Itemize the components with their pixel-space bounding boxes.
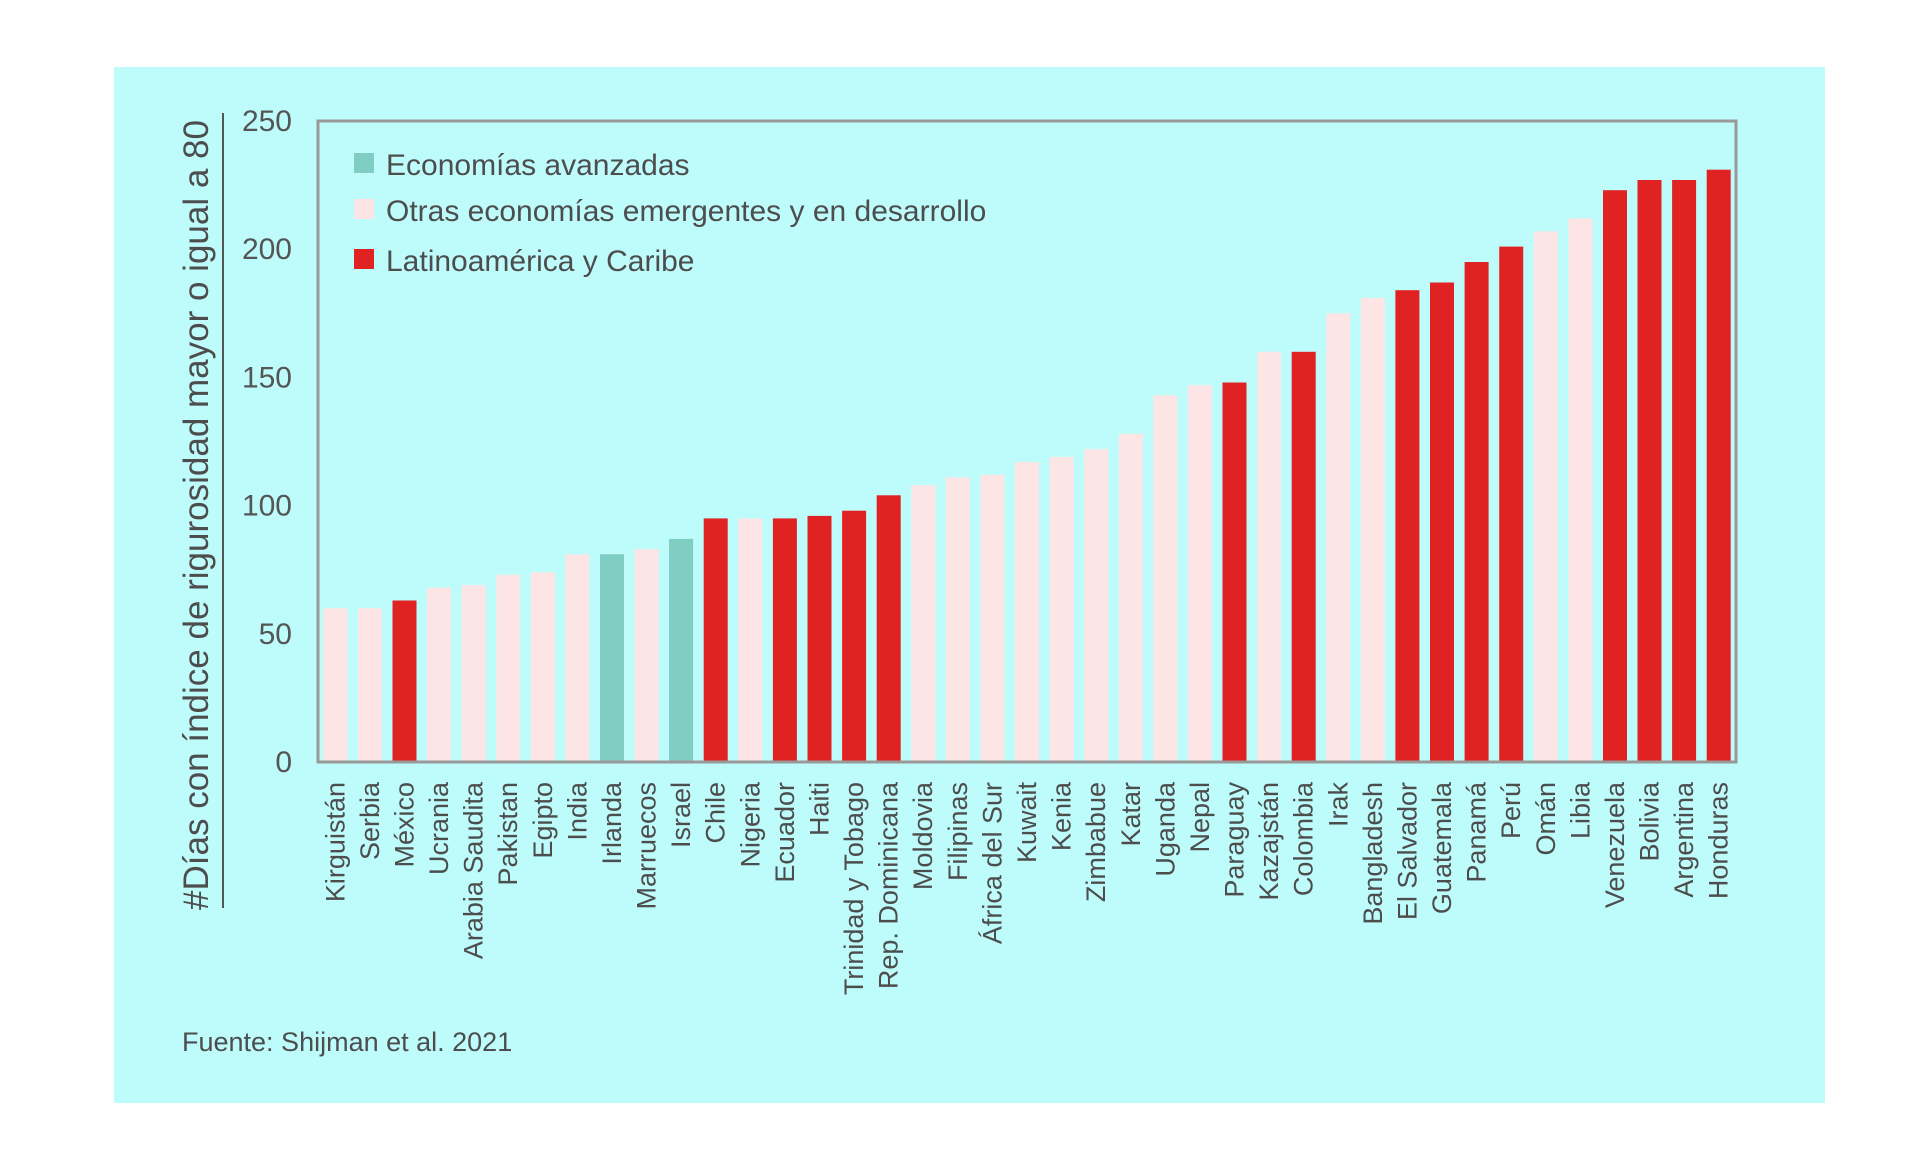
x-tick-label: Arabia Saudita (459, 781, 489, 959)
legend-swatch (354, 249, 374, 269)
y-tick-label: 200 (242, 233, 292, 266)
y-tick-label: 50 (259, 618, 292, 651)
y-tick-label: 100 (242, 490, 292, 523)
bar (980, 474, 1005, 762)
bar (1637, 180, 1662, 762)
x-tick-label: Marruecos (632, 782, 662, 910)
x-tick-label: Israel (666, 782, 696, 848)
x-tick-label: Uganda (1150, 781, 1180, 877)
bar (1672, 180, 1697, 762)
x-tick-label: Venezuela (1600, 781, 1630, 908)
bar (461, 585, 486, 762)
x-tick-label: Nigeria (735, 781, 765, 868)
y-tick-label: 0 (275, 746, 292, 779)
bar (1430, 282, 1454, 762)
bar (703, 518, 728, 762)
x-tick-label: Chile (701, 782, 731, 844)
x-tick-label: Kazajstán (1254, 782, 1284, 901)
bar (1395, 290, 1420, 762)
x-tick-label: Pakistan (493, 782, 523, 886)
bar (1533, 231, 1558, 763)
x-tick-label: Egipto (528, 782, 558, 859)
x-tick-label: Omán (1531, 782, 1561, 856)
legend-swatch (354, 153, 374, 173)
x-tick-label: Zimbabue (1081, 782, 1111, 902)
bar (1291, 351, 1316, 762)
bar (1706, 169, 1731, 762)
legend-label: Latinoamérica y Caribe (386, 245, 694, 278)
legend-label: Otras economías emergentes y en desarrol… (386, 195, 986, 228)
bar (1464, 262, 1489, 762)
bar (911, 485, 936, 762)
x-tick-label: Trinidad y Tobago (839, 782, 869, 995)
x-tick-label: Colombia (1289, 781, 1319, 896)
y-tick-label: 250 (242, 105, 292, 138)
source-note: Fuente: Shijman et al. 2021 (182, 1027, 513, 1057)
x-tick-label: Moldovia (908, 781, 938, 890)
legend-label: Economías avanzadas (386, 149, 690, 182)
bar (1153, 395, 1178, 762)
x-tick-label: Honduras (1704, 782, 1734, 899)
bar (1222, 382, 1247, 762)
bar (738, 518, 763, 762)
x-tick-label: Bangladesh (1358, 782, 1388, 925)
x-tick-label: Paraguay (1220, 782, 1250, 898)
x-tick-label: Panamá (1462, 781, 1492, 883)
bar (842, 510, 867, 762)
bar (1499, 246, 1524, 763)
bar (1568, 218, 1593, 762)
x-tick-label: Kuwait (1012, 782, 1042, 864)
x-tick-label: El Salvador (1392, 782, 1422, 920)
bar (669, 538, 694, 762)
bar (945, 477, 970, 762)
x-tick-label: Filipinas (943, 782, 973, 881)
x-tick-label: Serbia (355, 781, 385, 860)
x-tick-label: Libia (1565, 781, 1595, 839)
x-tick-label: Kenia (1047, 781, 1077, 851)
x-tick-label: México (390, 782, 420, 868)
x-tick-label: Ecuador (770, 782, 800, 883)
bar (427, 587, 451, 762)
bar (600, 554, 624, 762)
bar (807, 515, 832, 762)
bar (565, 554, 590, 762)
legend-swatch (354, 199, 374, 219)
bar (530, 572, 555, 762)
x-tick-label: India (562, 781, 592, 841)
x-tick-label: Bolivia (1635, 781, 1665, 862)
bar (772, 518, 797, 762)
x-tick-label: Kirguistán (320, 782, 350, 902)
x-tick-label: Ucrania (424, 781, 454, 875)
x-tick-label: Irlanda (597, 781, 627, 865)
x-tick-label: Rep. Dominicana (874, 781, 904, 989)
bar (634, 549, 659, 762)
x-tick-label: África del Sur (977, 782, 1007, 944)
bar (1257, 351, 1282, 762)
x-tick-label: Irak (1323, 782, 1353, 828)
x-tick-label: Haiti (805, 782, 835, 836)
bar (323, 608, 348, 762)
y-axis-label: #Días con índice de rigurosidad mayor o … (177, 120, 216, 910)
bar (876, 495, 901, 762)
bar (1049, 456, 1074, 762)
bar (1084, 449, 1109, 762)
bar (1360, 297, 1385, 762)
bar (1603, 190, 1627, 762)
x-tick-label: Guatemala (1427, 781, 1457, 914)
bar (357, 608, 382, 762)
x-tick-label: Perú (1496, 782, 1526, 839)
bar (1326, 313, 1351, 762)
bar (392, 600, 417, 762)
x-tick-label: Argentina (1669, 781, 1699, 898)
x-tick-label: Nepal (1185, 782, 1215, 853)
plot-frame (316, 119, 1738, 764)
x-tick-label: Katar (1116, 782, 1146, 847)
y-tick-label: 150 (242, 361, 292, 394)
bar (1118, 433, 1143, 762)
bar (1015, 462, 1039, 762)
bar (1187, 385, 1212, 762)
bar (496, 574, 521, 762)
